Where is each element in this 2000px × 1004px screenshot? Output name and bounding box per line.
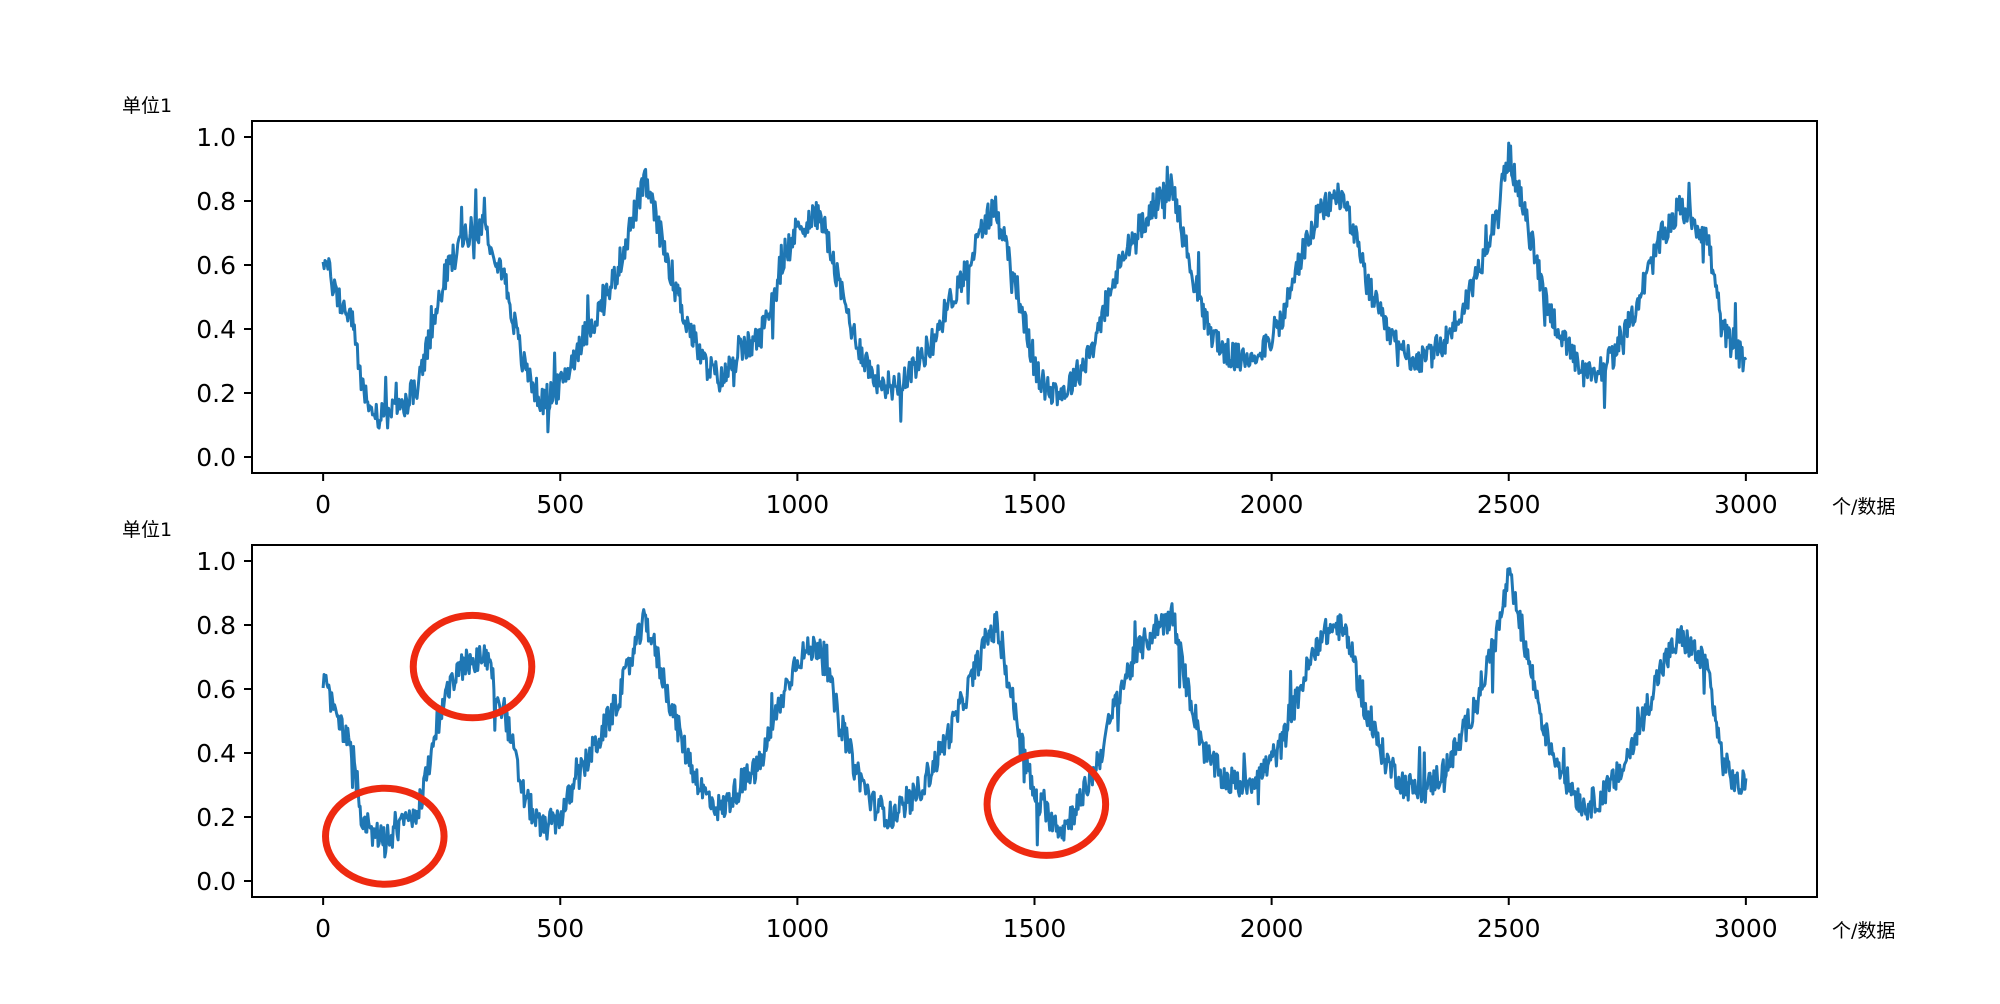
x-tick-label: 1500 (1003, 914, 1067, 943)
y-tick-label: 1.0 (196, 123, 236, 152)
y-tick-label: 0.6 (196, 251, 236, 280)
chart-panel-2: 0 500 1000 1500 2000 2500 3000 0.0 0.2 0.4 0.6 0.8 1… (122, 519, 1895, 943)
x-tick-label: 500 (536, 914, 584, 943)
x-tick-label: 0 (315, 914, 331, 943)
axes-frame (251, 120, 1818, 474)
axes-frame (251, 544, 1818, 898)
x-tick-label: 1000 (766, 490, 830, 519)
highlight-circle-1 (322, 784, 448, 888)
x-tick-label: 2000 (1240, 490, 1304, 519)
y-tick-label: 0.2 (196, 803, 236, 832)
y-tick-label: 0.4 (196, 739, 236, 768)
y-tick-label: 0.8 (196, 611, 236, 640)
highlight-circle-3 (983, 749, 1110, 859)
x-tick-label: 3000 (1714, 490, 1778, 519)
x-tick-label: 3000 (1714, 914, 1778, 943)
series-line (321, 141, 1748, 434)
y-tick-label: 0.2 (196, 379, 236, 408)
y-tick-label: 0.4 (196, 315, 236, 344)
x-tick-label: 2500 (1477, 914, 1541, 943)
y-tick-label: 0.6 (196, 675, 236, 704)
series-line (321, 567, 1748, 859)
x-axis-label: 个/数据 (1832, 496, 1895, 518)
highlight-circle-2 (409, 611, 536, 722)
y-tick-label: 0.0 (196, 867, 236, 896)
y-tick-label: 1.0 (196, 547, 236, 576)
x-tick-label: 1500 (1003, 490, 1067, 519)
x-tick-label: 2000 (1240, 914, 1304, 943)
x-axis-label: 个/数据 (1832, 920, 1895, 942)
x-tick-label: 1000 (766, 914, 830, 943)
x-tick-label: 0 (315, 490, 331, 519)
x-tick-label: 500 (536, 490, 584, 519)
x-tick-label: 2500 (1477, 490, 1541, 519)
y-tick-label: 0.0 (196, 443, 236, 472)
chart-panel-1: 0 500 1000 1500 2000 2500 3000 0.0 0.2 0.4 0.6 0.8 1… (122, 95, 1895, 519)
y-tick-label: 0.8 (196, 187, 236, 216)
y-axis-label: 单位1 (122, 519, 172, 541)
y-axis-label: 单位1 (122, 95, 172, 117)
